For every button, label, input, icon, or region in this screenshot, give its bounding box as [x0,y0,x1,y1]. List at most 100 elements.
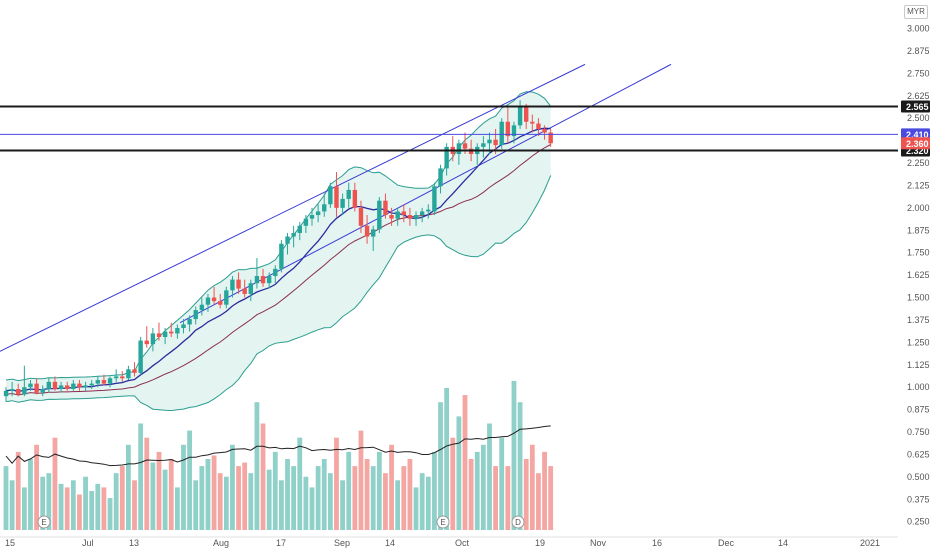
volume-bar [193,480,199,530]
candle-body [340,198,345,208]
last-price-tag-bg [901,137,930,150]
volume-bar [205,459,211,530]
price-axis-label: 2.875 [907,46,930,56]
candle-body [132,369,137,373]
candle-body [89,383,94,386]
volume-bar [548,466,554,530]
candle-body [83,385,88,388]
volume-bar [334,437,339,530]
candle-body [28,383,33,388]
volume-bar [480,444,486,530]
volume-bar [346,451,352,530]
price-axis-label: 0.625 [907,449,930,459]
volume-bar [223,476,229,530]
volume-bar [181,444,186,530]
price-axis-label: 3.000 [907,24,930,34]
candle-body [254,276,260,284]
event-marker[interactable]: E [436,515,450,529]
volume-bar [174,487,180,530]
candle-body [377,200,382,230]
price-axis-label: 1.250 [907,337,930,347]
candle-body [273,268,278,277]
time-axis-label: 16 [652,538,662,548]
candle-body [9,389,15,391]
horizontal-levels[interactable] [0,105,898,152]
candle-body [542,128,547,133]
volume-bar [15,451,21,530]
candle-body [3,390,9,397]
volume-bar [364,459,370,530]
volume-bar [113,473,119,530]
candle-body [493,139,498,146]
ma-slow-line [5,144,551,396]
candle-body [481,143,486,147]
candle-body [193,310,198,320]
volume-bar [254,402,260,530]
price-axis-label: 0.250 [907,517,930,527]
volume-bar [370,466,376,530]
candle-body [113,376,119,379]
candle-body [230,279,235,291]
candle-body [175,328,180,334]
candle-body [499,121,504,146]
volume-bar [358,430,364,530]
candle-body [334,186,339,208]
volume-bar [432,451,437,530]
volume-bar [58,483,64,530]
candle-body [236,279,241,289]
volume-bar [425,476,431,530]
volume-bar [101,487,107,530]
moving-averages [5,127,551,396]
volume-bar [309,487,315,530]
volume-bar [46,473,52,530]
volume-bar [291,466,297,530]
candle-body [144,340,149,345]
volume-bar [272,451,278,530]
volume-bar [303,476,309,530]
candle-body [511,125,517,137]
time-axis-label: 14 [778,538,788,548]
volume-bar [523,459,529,530]
candle-body [260,276,266,284]
price-axis-label: 2.500 [907,113,930,123]
level-tag-text: 2.320 [906,146,929,156]
event-marker[interactable]: D [511,515,525,529]
candle-body [187,319,192,325]
volume-bar [187,430,192,530]
candle-body [358,207,364,226]
bollinger-fill [6,91,551,411]
currency-badge[interactable]: MYR [904,5,928,19]
candle-body [315,211,321,216]
price-axis-label: 0.750 [907,427,930,437]
volume-bar [315,466,321,530]
candle-body [524,107,529,122]
time-axis-label: 13 [129,538,139,548]
volume-bar [450,437,456,530]
candle-body [536,123,541,129]
event-marker[interactable]: E [37,515,51,529]
volume-bar [107,498,113,530]
volume-bar [260,423,266,530]
volume-bar [168,459,174,530]
volume-bar [413,487,419,530]
candle-body [22,387,27,395]
candle-body [40,389,45,393]
volume-bar [468,459,474,530]
volume-bar [126,444,131,530]
time-axis-label: Sep [334,538,350,548]
price-axis-label: 0.500 [907,472,930,482]
candle-body [364,225,370,237]
candle-body [303,218,309,226]
candle-body [291,232,296,237]
time-axis-label: Aug [213,538,229,548]
volume-bar [77,494,82,530]
volume-bar [529,444,535,530]
candle-body [322,204,327,212]
volume-bar [340,480,345,530]
candle-body [346,189,351,199]
volume-bar [376,451,382,530]
candle-body [107,378,113,384]
